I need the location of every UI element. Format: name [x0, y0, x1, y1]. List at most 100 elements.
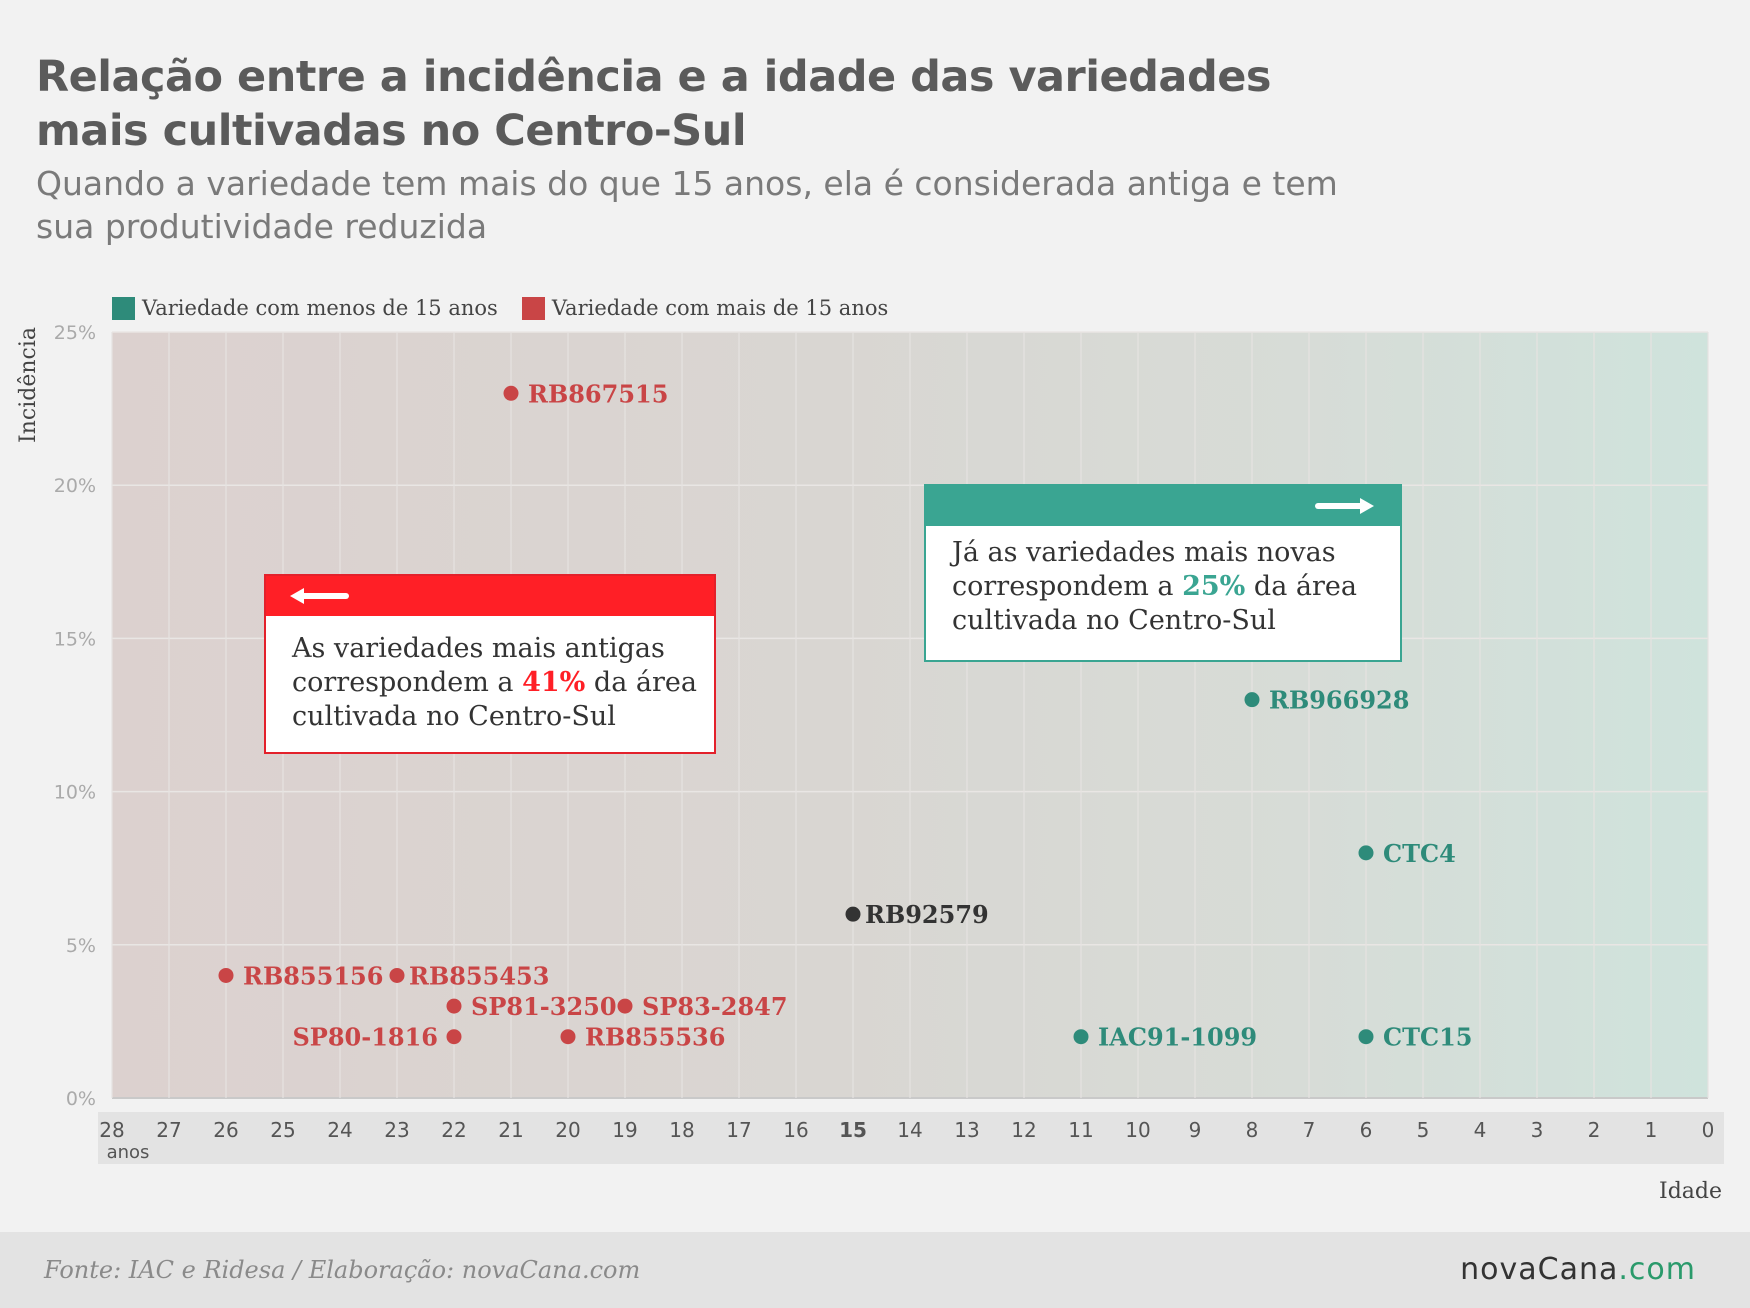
chart-subtitle: Quando a variedade tem mais do que 15 an… [36, 162, 1436, 248]
x-axis-band [98, 1112, 1724, 1164]
data-point-label: RB92579 [865, 900, 989, 929]
title-line-2: mais cultivadas no Centro-Sul [36, 106, 747, 156]
legend-swatch-old [521, 296, 545, 320]
y-tick-label: 0% [66, 1088, 96, 1110]
data-point [617, 998, 633, 1014]
legend-label-new: Variedade com menos de 15 anos [142, 296, 498, 320]
x-tick-label: 14 [897, 1118, 922, 1142]
data-point [1244, 692, 1260, 708]
legend-label-old: Variedade com mais de 15 anos [551, 296, 889, 320]
x-tick-label: 18 [669, 1118, 694, 1142]
data-point-label: CTC15 [1383, 1023, 1472, 1052]
data-point-label: RB855536 [585, 1023, 725, 1052]
data-point [503, 385, 519, 401]
y-axis-title: Incidência [16, 327, 41, 443]
data-point-label: RB855453 [409, 961, 549, 990]
x-tick-label: 10 [1125, 1118, 1150, 1142]
x-tick-label: 2 [1588, 1118, 1601, 1142]
x-tick-label: 0 [1702, 1118, 1715, 1142]
x-tick-label: 27 [156, 1118, 181, 1142]
scatter-chart: 0%5%10%15%20%25% 28 27 26 25 24 23 22 21 20 19 18 1… [16, 322, 1724, 1204]
brand-suffix: .com [1618, 1252, 1696, 1287]
callout-old-line-1: As variedades mais antigas [292, 633, 665, 664]
callout-new-line-2: correspondem a 25% da área [952, 570, 1390, 604]
callout-new-line-1: Já as variedades mais novas [952, 537, 1336, 568]
x-tick-label: 11 [1068, 1118, 1093, 1142]
x-tick-label: 26 [213, 1118, 238, 1142]
legend-swatch-new [112, 296, 135, 320]
callout-old-line-2: correspondem a 41% da área [292, 666, 704, 700]
legend: Variedade com menos de 15 anos Variedade… [112, 296, 906, 320]
data-point [218, 967, 234, 983]
data-point-label: RB966928 [1269, 686, 1409, 715]
chart-title: Relação entre a incidência e a idade das… [36, 50, 1436, 158]
title-line-1: Relação entre a incidência e a idade das… [36, 52, 1271, 102]
x-tick-label: 4 [1474, 1118, 1487, 1142]
x-tick-label: 20 [555, 1118, 580, 1142]
subtitle-line-2: sua produtividade reduzida [36, 207, 488, 246]
data-point [1358, 1029, 1374, 1045]
x-tick-label: 12 [1011, 1118, 1036, 1142]
x-tick-label: 15 [839, 1118, 867, 1142]
data-point [446, 998, 462, 1014]
data-point-label: RB867515 [528, 379, 668, 408]
callout-new-header [926, 486, 1400, 526]
x-tick-label: 19 [612, 1118, 637, 1142]
brand-main: novaCana [1460, 1252, 1619, 1287]
x-tick-label: 8 [1246, 1118, 1259, 1142]
y-tick-label: 5% [66, 935, 96, 957]
y-tick-label: 15% [54, 628, 96, 650]
brand-logo: novaCana.com [1460, 1252, 1696, 1287]
data-point [845, 906, 861, 922]
legend-item-old: Variedade com mais de 15 anos [521, 296, 889, 320]
data-point-label: SP83-2847 [642, 992, 788, 1021]
data-point-label: RB855156 [243, 961, 383, 990]
x-tick-label: 21 [498, 1118, 523, 1142]
x-tick-label: 6 [1360, 1118, 1373, 1142]
callout-new-line-3: cultivada no Centro-Sul [952, 605, 1276, 636]
x-tick-label: 16 [783, 1118, 808, 1142]
footer: Fonte: IAC e Ridesa / Elaboração: novaCa… [0, 1232, 1750, 1308]
callout-new-post: da área [1245, 571, 1357, 602]
callout-old-line-3: cultivada no Centro-Sul [292, 701, 616, 732]
x-axis-title: Idade [1659, 1179, 1722, 1204]
x-tick-label: 7 [1303, 1118, 1316, 1142]
data-point [1358, 845, 1374, 861]
x-tick-label: 25 [270, 1118, 295, 1142]
callout-old-header [266, 576, 714, 616]
data-point [389, 967, 405, 983]
x-tick-label: 22 [441, 1118, 466, 1142]
x-tick-label: 23 [384, 1118, 409, 1142]
left-arrow-icon [290, 588, 349, 604]
x-axis: 28 27 26 25 24 23 22 21 20 19 18 17 16 15 14 13 12 11 10 9 8… [99, 1118, 1714, 1142]
callout-old-text: As variedades mais antigas correspondem … [292, 632, 704, 734]
callout-old-pre: correspondem a [292, 667, 523, 698]
x-tick-label: 17 [726, 1118, 751, 1142]
data-point [446, 1029, 462, 1045]
callout-new-pre: correspondem a [952, 571, 1183, 602]
legend-item-new: Variedade com menos de 15 anos [112, 296, 498, 320]
x-tick-label: 28 [99, 1118, 124, 1142]
callout-old-varieties: As variedades mais antigas correspondem … [264, 574, 716, 754]
y-tick-label: 10% [54, 782, 96, 804]
data-point-label: IAC91-1099 [1098, 1023, 1257, 1052]
source-note: Fonte: IAC e Ridesa / Elaboração: novaCa… [44, 1256, 641, 1284]
x-tick-label: 13 [954, 1118, 979, 1142]
callout-new-text: Já as variedades mais novas correspondem… [952, 536, 1390, 638]
x-tick-label: 24 [327, 1118, 352, 1142]
subtitle-line-1: Quando a variedade tem mais do que 15 an… [36, 164, 1338, 203]
data-point-label: CTC4 [1383, 839, 1456, 868]
right-arrow-icon [1315, 498, 1374, 514]
data-point-label: SP81-3250 [471, 992, 617, 1021]
data-point-label: SP80-1816 [292, 1023, 438, 1052]
callout-old-post: da área [585, 667, 697, 698]
data-point [1073, 1029, 1089, 1045]
y-tick-label: 25% [54, 322, 96, 344]
y-axis: 0% 5% 10% 15% 20% 25% [54, 322, 96, 1110]
y-tick-label: 20% [54, 475, 96, 497]
x-tick-label: 9 [1189, 1118, 1202, 1142]
x-tick-label: 5 [1417, 1118, 1430, 1142]
x-tick-label: 3 [1531, 1118, 1544, 1142]
callout-new-highlight: 25% [1182, 571, 1246, 602]
